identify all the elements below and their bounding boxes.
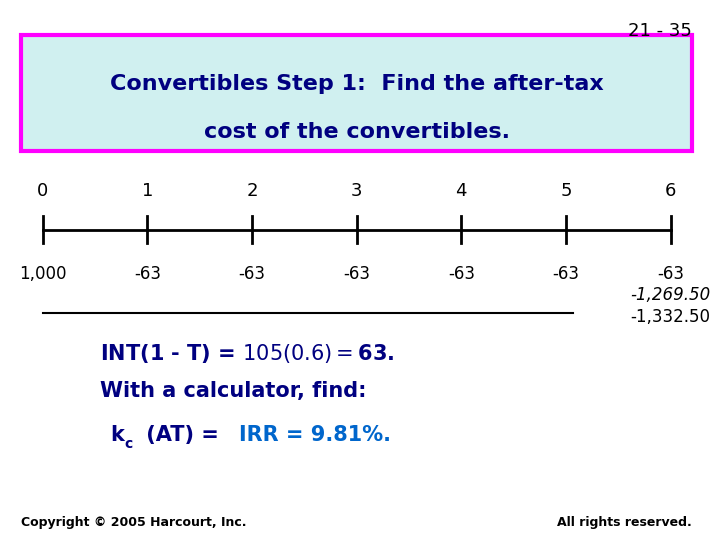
Text: c: c	[125, 437, 133, 451]
Text: -1,332.50: -1,332.50	[631, 308, 711, 326]
FancyBboxPatch shape	[22, 35, 692, 151]
Text: IRR = 9.81%.: IRR = 9.81%.	[239, 424, 391, 445]
Text: 1,000: 1,000	[19, 265, 66, 282]
Text: -63: -63	[657, 265, 684, 282]
Text: Convertibles Step 1:  Find the after-tax: Convertibles Step 1: Find the after-tax	[110, 73, 603, 94]
Text: With a calculator, find:: With a calculator, find:	[100, 381, 366, 402]
Text: 3: 3	[351, 182, 362, 200]
Text: -63: -63	[343, 265, 370, 282]
Text: 4: 4	[456, 182, 467, 200]
Text: Copyright © 2005 Harcourt, Inc.: Copyright © 2005 Harcourt, Inc.	[22, 516, 247, 529]
Text: 6: 6	[665, 182, 676, 200]
Text: (AT) =: (AT) =	[139, 424, 226, 445]
Text: 1: 1	[142, 182, 153, 200]
Text: -63: -63	[448, 265, 474, 282]
Text: -63: -63	[134, 265, 161, 282]
Text: INT(1 - T) = $105(0.6) = $63.: INT(1 - T) = $105(0.6) = $63.	[100, 342, 394, 365]
Text: -1,269.50: -1,269.50	[631, 286, 711, 304]
Text: k: k	[111, 424, 125, 445]
Text: -63: -63	[552, 265, 580, 282]
Text: All rights reserved.: All rights reserved.	[557, 516, 692, 529]
Text: 2: 2	[246, 182, 258, 200]
Text: 21 - 35: 21 - 35	[628, 22, 692, 39]
Text: 0: 0	[37, 182, 48, 200]
Text: -63: -63	[238, 265, 266, 282]
Text: 5: 5	[560, 182, 572, 200]
Text: cost of the convertibles.: cost of the convertibles.	[204, 122, 510, 143]
